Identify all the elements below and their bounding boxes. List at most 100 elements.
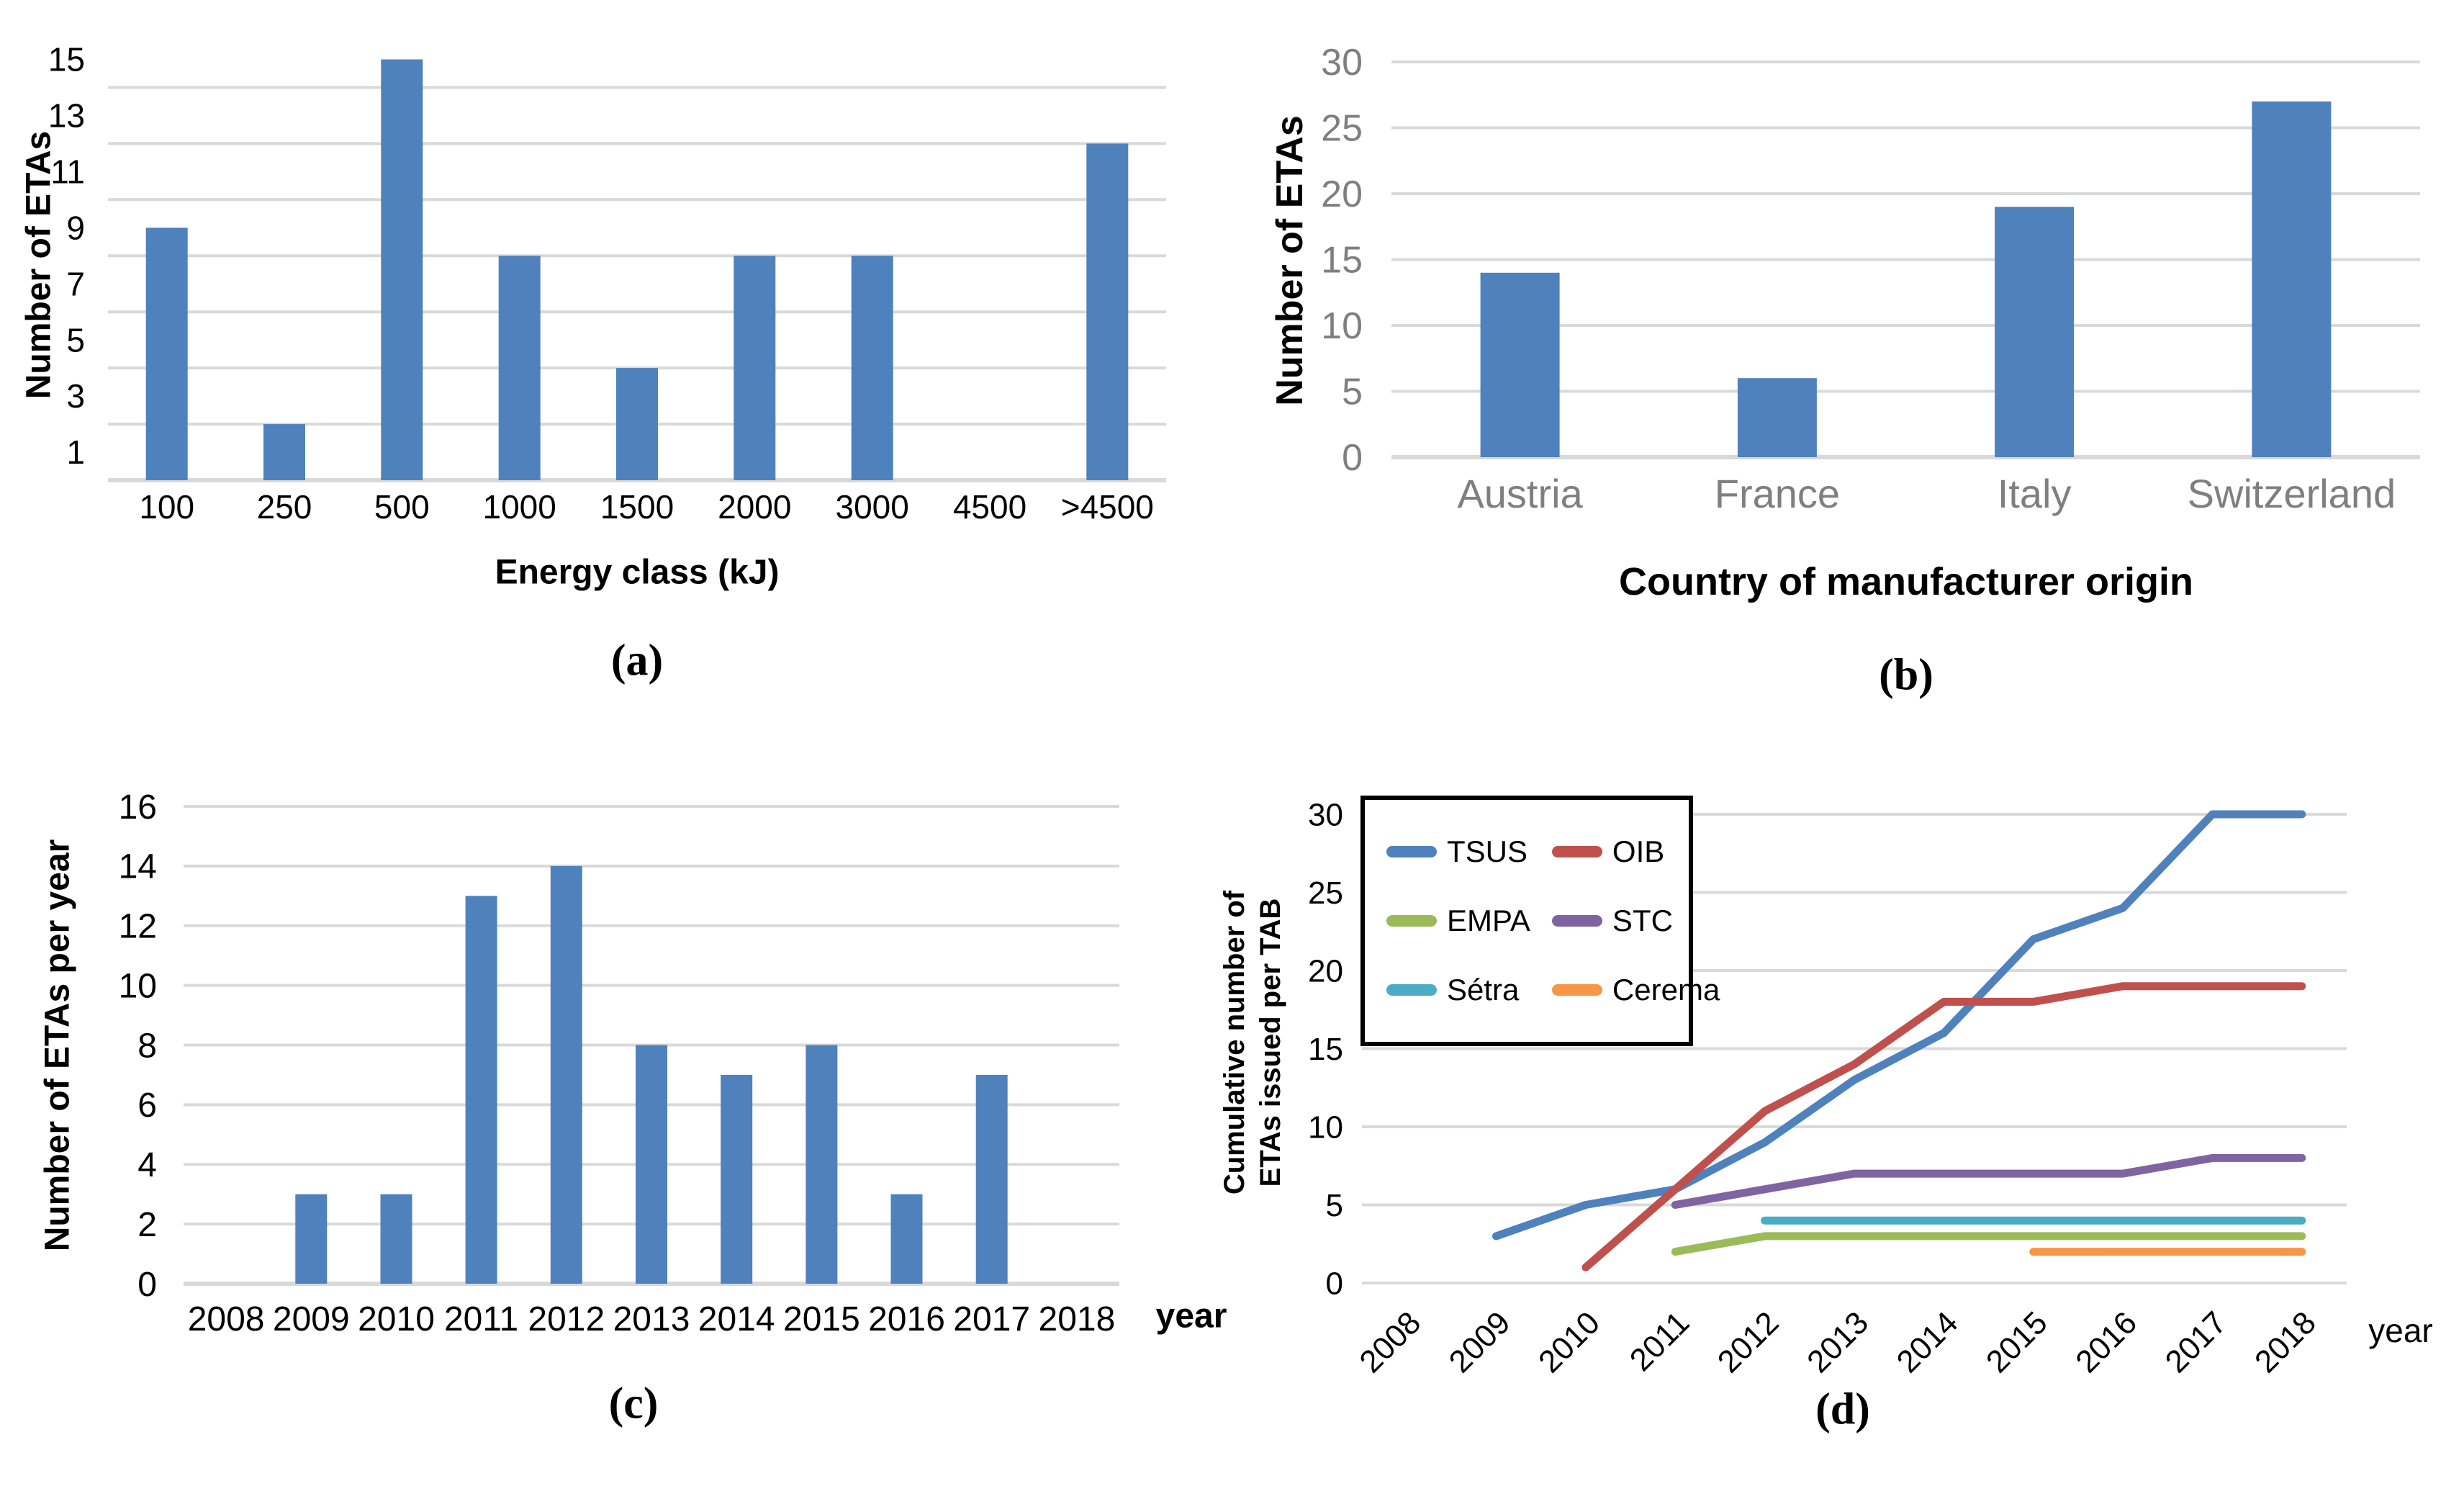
y-tick-label: 5 <box>66 321 85 359</box>
bar-2015 <box>805 1045 838 1284</box>
legend-entry-oib: OIB <box>1530 834 1720 869</box>
y-tick-label: 15 <box>48 41 85 78</box>
series-line-STC <box>1671 1153 2306 1209</box>
x-tick-label: 2009 <box>1443 1305 1517 1379</box>
series-line-OIB <box>1581 982 2306 1271</box>
x-tick-label: 3000 <box>836 488 909 526</box>
y-tick-label: 9 <box>66 209 85 246</box>
legend-entry-stc: STC <box>1530 904 1720 938</box>
x-tick-label: 2011 <box>1623 1305 1697 1378</box>
caption-c: (c) <box>608 1379 659 1428</box>
x-tick-label: 2012 <box>1711 1305 1786 1379</box>
x-tick-label: 1500 <box>600 488 674 526</box>
bars-b <box>1480 101 2332 457</box>
y-tick-label: 5 <box>1326 1188 1343 1223</box>
legend-label-empa: EMPA <box>1447 904 1530 937</box>
legend-entry-cerema: Cerema <box>1530 973 1720 1007</box>
x-axis-title-a: Energy class (kJ) <box>495 553 780 592</box>
x-tick-label: 2008 <box>1353 1305 1427 1379</box>
y-tick-label: 0 <box>1342 437 1363 479</box>
bar-Austria <box>1480 272 1560 457</box>
gridlines-b <box>1391 60 2420 459</box>
x-tick-label: 2017 <box>953 1300 1030 1338</box>
bar-2017 <box>975 1074 1008 1284</box>
legend-label-stc: STC <box>1612 904 1673 937</box>
y-tick-label: 7 <box>66 265 85 302</box>
x-tick-label: 2018 <box>2248 1305 2323 1379</box>
bar-2009 <box>295 1194 328 1284</box>
x-tick-label: Austria <box>1457 471 1583 516</box>
y-tick-label: 25 <box>1308 875 1343 911</box>
x-axis-title-c: year <box>1155 1297 1227 1336</box>
y-tick-label: 0 <box>137 1266 157 1304</box>
x-tick-label: 2014 <box>1890 1305 1965 1379</box>
x-tick-label: 2017 <box>2159 1305 2234 1379</box>
y-tick-label: 5 <box>1342 372 1363 413</box>
x-tick-label: Italy <box>1998 471 2072 516</box>
x-tick-label: 2013 <box>1800 1305 1875 1379</box>
bar-2010 <box>380 1194 412 1284</box>
x-tick-label: 1000 <box>483 488 556 526</box>
y-axis-title-b: Number of ETAs <box>1269 115 1311 406</box>
x-tick-label: 2010 <box>358 1300 435 1338</box>
y-tick-label: 3 <box>66 377 85 415</box>
series-line-EMPA <box>1671 1232 2306 1256</box>
y-tick-label: 12 <box>119 908 157 946</box>
legend-swatch-setra <box>1386 984 1437 996</box>
y-axis-title-d-line2: ETAs issued per TAB <box>1255 898 1286 1187</box>
bar-Italy <box>1995 207 2075 457</box>
y-axis-title-a: Number of ETAs <box>19 130 58 400</box>
x-tick-label: 2015 <box>783 1300 860 1338</box>
legend-label-cerema: Cerema <box>1612 973 1720 1007</box>
y-tick-label: 10 <box>1308 1109 1343 1145</box>
y-tick-label: 15 <box>1308 1032 1343 1067</box>
y-tick-label: 10 <box>119 967 157 1005</box>
y-tick-label: 20 <box>1308 953 1343 989</box>
x-tick-labels-c: 2008 2009 2010 2011 2012 2013 2014 2015 2016 2017… <box>188 1300 1116 1338</box>
x-tick-label: 2014 <box>698 1300 775 1338</box>
x-tick-label: 2013 <box>613 1300 690 1338</box>
bar-2013 <box>636 1045 667 1284</box>
x-tick-label: 2011 <box>444 1300 518 1338</box>
bar-2016 <box>890 1194 923 1284</box>
caption-d: (d) <box>1815 1385 1870 1434</box>
y-axis-title-d: Cumulative number of ETAs issued per TAB <box>1217 891 1289 1194</box>
y-tick-label: 25 <box>1321 108 1363 150</box>
bar-2011 <box>465 896 497 1284</box>
y-tick-labels-d: 0 5 10 15 20 25 30 <box>1308 797 1343 1301</box>
x-tick-label: 100 <box>139 488 194 526</box>
bar-1500 <box>616 368 658 480</box>
y-tick-label: 6 <box>137 1086 157 1125</box>
y-tick-label: 8 <box>137 1027 157 1065</box>
y-tick-label: 0 <box>1326 1266 1343 1301</box>
bar-2014 <box>721 1074 753 1284</box>
y-tick-label: 11 <box>50 153 85 191</box>
x-tick-label: 2012 <box>528 1300 605 1338</box>
y-axis-title-c: Number of ETAs per year <box>38 839 77 1252</box>
y-tick-label: 13 <box>48 97 85 135</box>
y-tick-label: 1 <box>66 433 85 471</box>
legend-swatch-tsus <box>1386 846 1437 857</box>
legend-label-tsus: TSUS <box>1447 834 1528 868</box>
bar-3000 <box>851 256 893 480</box>
y-axis-title-d-line1: Cumulative number of <box>1219 890 1250 1195</box>
x-tick-labels-d: 2008 2009 2010 2011 2012 2013 2014 2015 2016 2017… <box>1353 1305 2322 1379</box>
x-tick-label: 2010 <box>1532 1305 1607 1379</box>
gridlines-a <box>108 86 1166 482</box>
x-tick-label: 2000 <box>718 488 791 526</box>
legend-label-oib: OIB <box>1612 834 1665 868</box>
x-axis-title-d: year <box>2368 1312 2433 1349</box>
x-tick-labels-b: Austria France Italy Switzerland <box>1457 471 2396 516</box>
x-tick-labels-a: 100 250 500 1000 1500 2000 3000 4500 >4500 <box>139 488 1154 526</box>
caption-b: (b) <box>1879 650 1933 700</box>
y-tick-labels-b: 0 5 10 15 20 25 30 <box>1321 42 1363 479</box>
y-tick-label: 14 <box>119 848 157 886</box>
y-tick-label: 15 <box>1321 240 1363 282</box>
bar-2000 <box>734 256 776 480</box>
series-line-TSUS <box>1492 810 2306 1241</box>
